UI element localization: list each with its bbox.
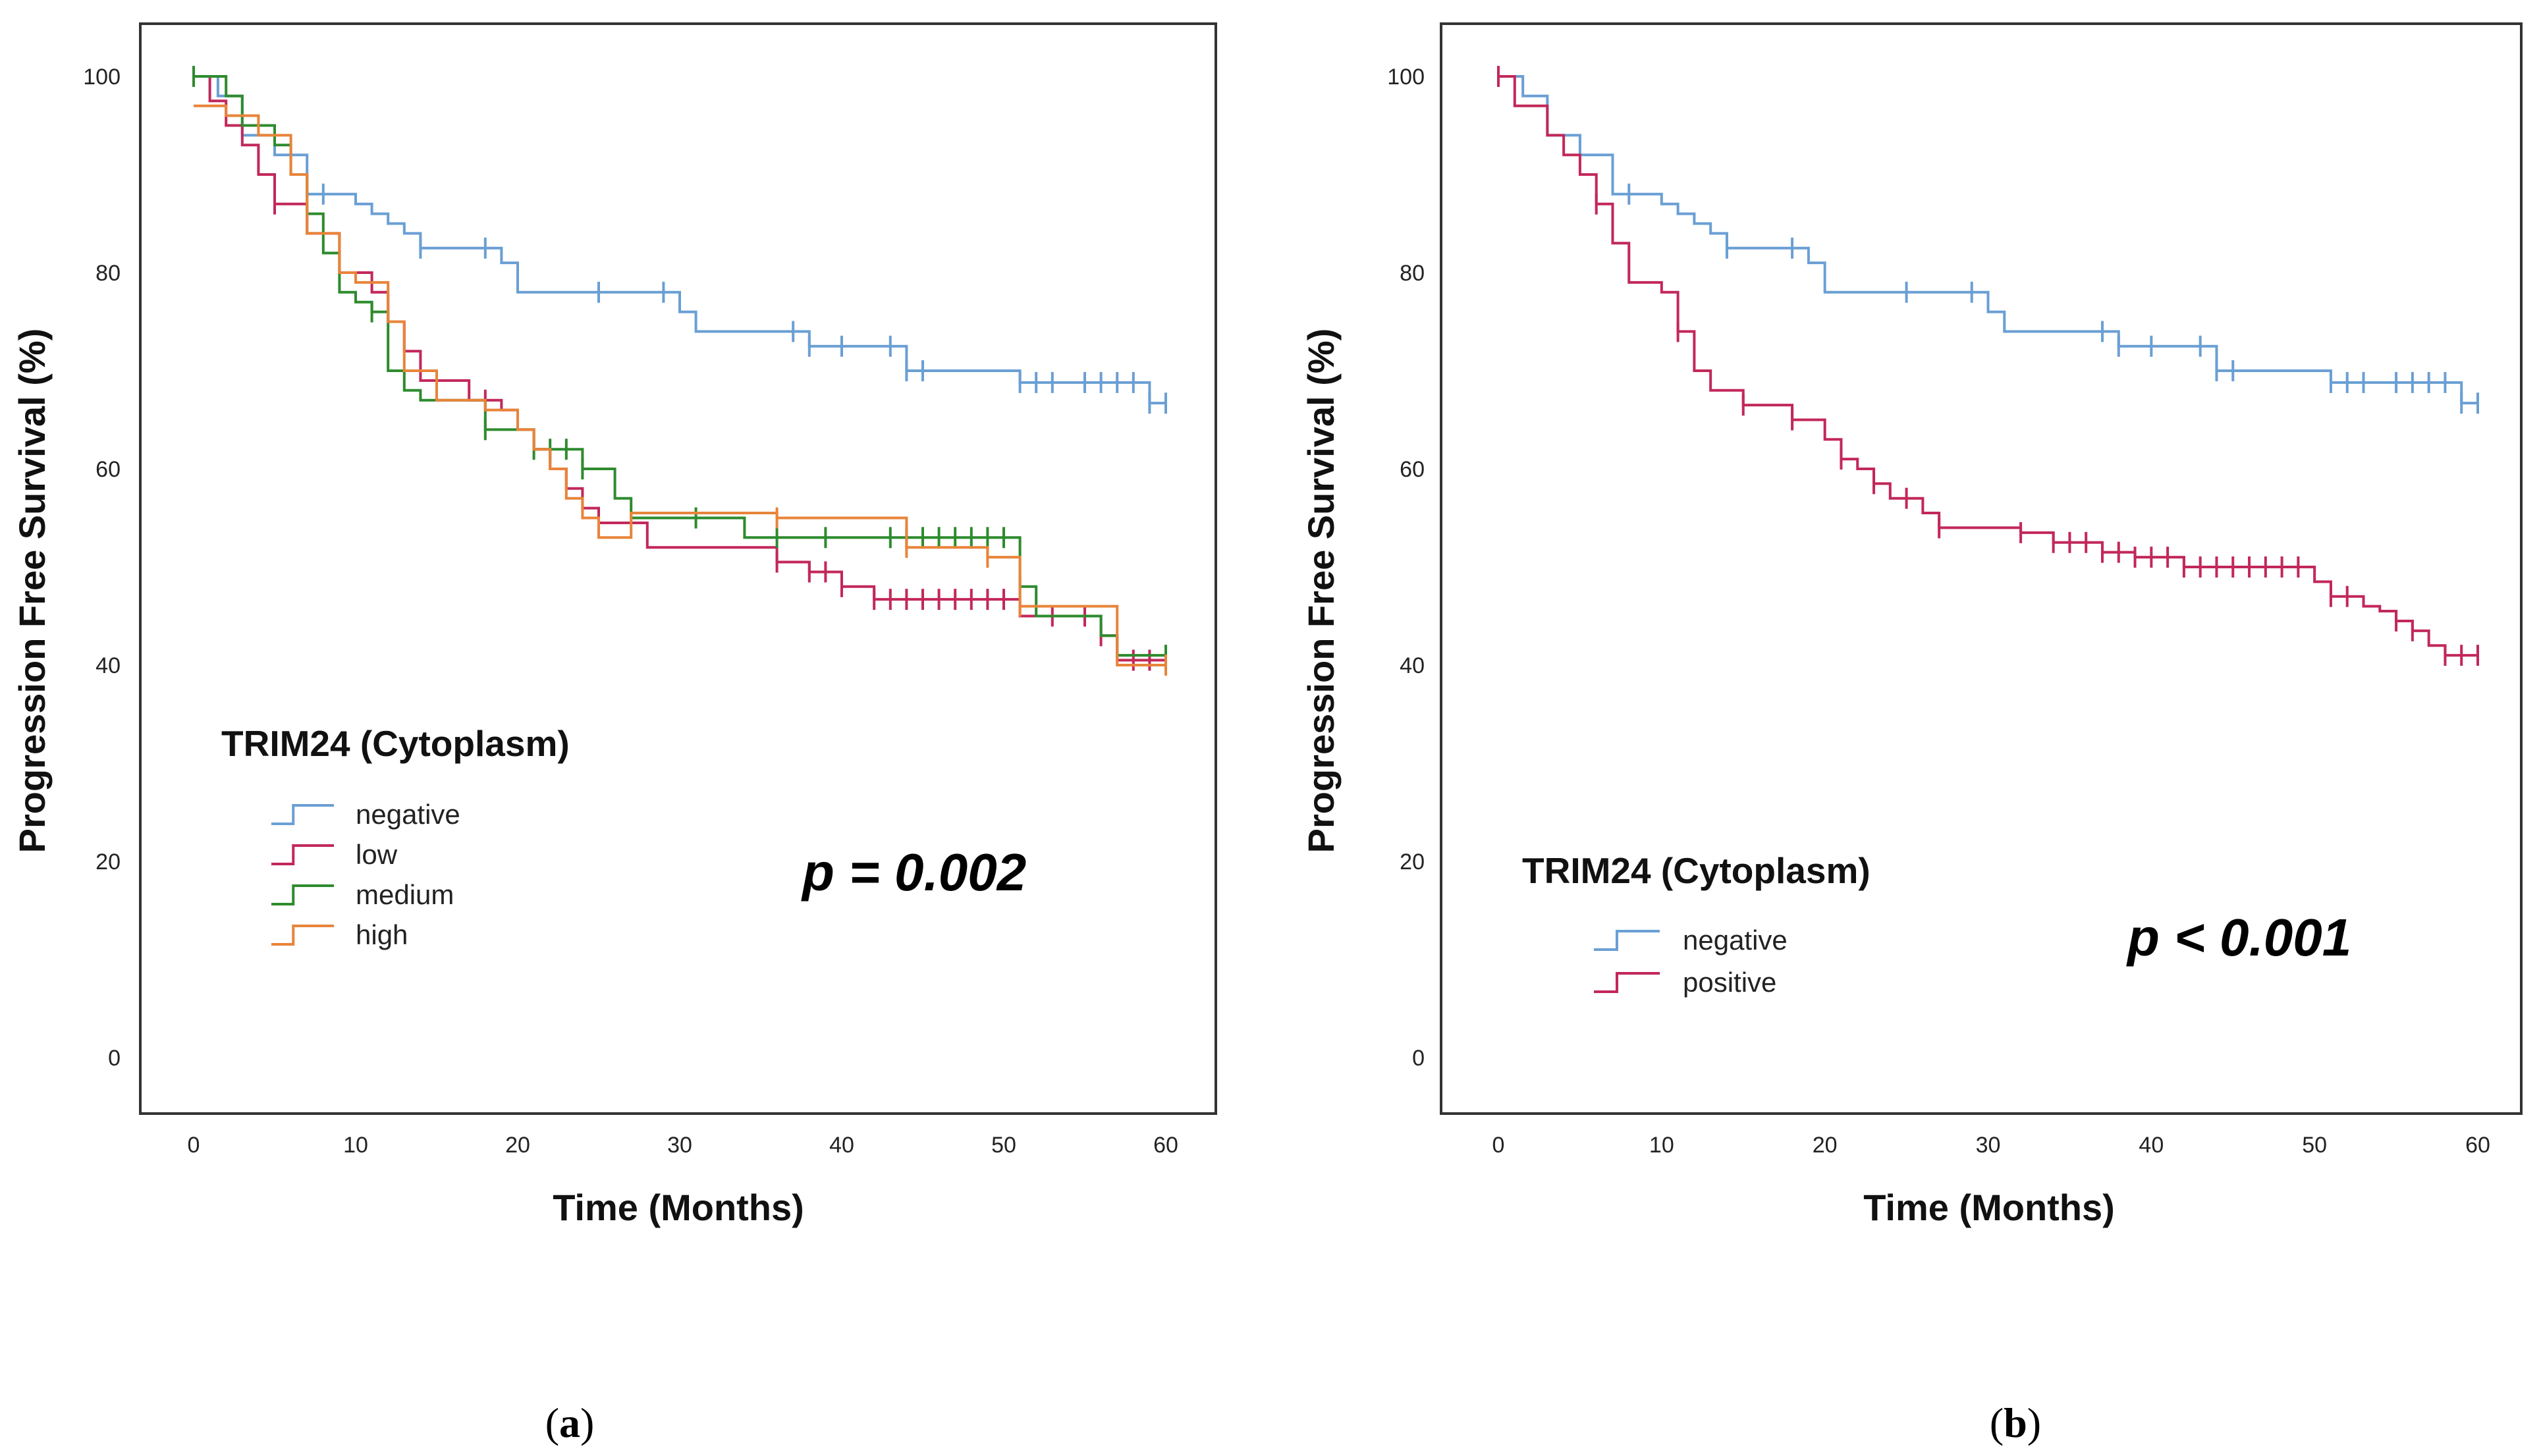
y-tick-label: 40: [96, 653, 121, 678]
caption-b: (b): [1990, 1399, 2041, 1446]
legend-label-medium: medium: [356, 879, 454, 910]
y-tick-label: 20: [1400, 849, 1425, 875]
x-axis-label: Time (Months): [1863, 1187, 2115, 1228]
panel-a-chart: 0 20 40 60 80 100 0 10 20 30 40 50 60 Progression F…: [11, 22, 1217, 1228]
x-tick-label: 60: [1153, 1133, 1178, 1158]
x-tick-label: 50: [991, 1133, 1016, 1158]
y-tick-label: 80: [1400, 261, 1425, 286]
y-tick-labels: 0 20 40 60 80 100: [83, 65, 121, 1071]
legend: negative low medium high: [271, 799, 460, 950]
x-tick-label: 20: [1813, 1133, 1838, 1158]
p-value: p = 0.002: [801, 843, 1026, 902]
y-tick-label: 80: [96, 261, 121, 286]
legend-label-negative: negative: [1683, 925, 1788, 956]
y-axis-label: Progression Free Survival (%): [11, 329, 53, 853]
legend: negative positive: [1594, 925, 1788, 998]
x-tick-label: 40: [829, 1133, 854, 1158]
legend-label-positive: positive: [1683, 967, 1776, 998]
x-tick-label: 0: [1492, 1133, 1505, 1158]
x-tick-label: 60: [2465, 1133, 2490, 1158]
panel-b-chart: 0 20 40 60 80 100 0 10 20 30 40 50 60 Progression F…: [1300, 22, 2523, 1228]
km-curve-high: [194, 104, 1166, 666]
legend-label-high: high: [356, 919, 408, 950]
x-tick-label: 0: [188, 1133, 200, 1158]
legend-swatch-medium: [271, 884, 334, 905]
x-axis-label: Time (Months): [553, 1187, 804, 1228]
plot-frame: [139, 22, 1217, 1115]
y-tick-label: 100: [83, 65, 121, 90]
survival-curves: [192, 66, 1167, 676]
x-tick-label: 10: [343, 1133, 368, 1158]
y-tick-label: 100: [1387, 65, 1425, 90]
survival-curves: [1497, 66, 2479, 666]
y-tick-labels: 0 20 40 60 80 100: [1387, 65, 1425, 1071]
legend-swatch-negative: [1594, 930, 1660, 951]
legend-label-negative: negative: [356, 799, 460, 830]
y-tick-label: 20: [96, 849, 121, 875]
x-tick-label: 50: [2302, 1133, 2327, 1158]
legend-label-low: low: [356, 839, 398, 870]
legend-swatch-high: [271, 925, 334, 946]
x-tick-labels: 0 10 20 30 40 50 60: [188, 1133, 1178, 1158]
legend-title: TRIM24 (Cytoplasm): [221, 723, 570, 764]
y-tick-label: 60: [96, 457, 121, 482]
km-curve-negative: [194, 75, 1166, 405]
legend-swatch-positive: [1594, 972, 1660, 993]
km-curve-negative: [1498, 75, 2478, 405]
x-tick-label: 30: [667, 1133, 692, 1158]
y-tick-label: 0: [1412, 1046, 1425, 1071]
legend-title: TRIM24 (Cytoplasm): [1522, 850, 1871, 891]
x-tick-labels: 0 10 20 30 40 50 60: [1492, 1133, 2490, 1158]
caption-a: (a): [545, 1399, 595, 1446]
x-tick-label: 30: [1976, 1133, 2001, 1158]
legend-swatch-negative: [271, 804, 334, 825]
p-value: p < 0.001: [2126, 908, 2351, 967]
x-tick-label: 10: [1649, 1133, 1674, 1158]
y-axis-label: Progression Free Survival (%): [1300, 329, 1342, 853]
y-tick-label: 40: [1400, 653, 1425, 678]
y-tick-label: 60: [1400, 457, 1425, 482]
legend-swatch-low: [271, 844, 334, 865]
x-tick-label: 20: [505, 1133, 530, 1158]
x-tick-label: 40: [2139, 1133, 2164, 1158]
y-tick-label: 0: [108, 1046, 121, 1071]
